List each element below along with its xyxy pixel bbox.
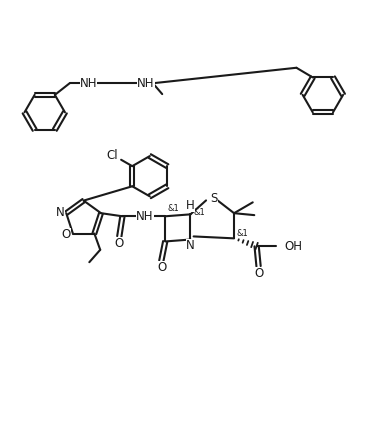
Text: S: S <box>210 192 217 204</box>
Text: NH: NH <box>136 210 154 223</box>
Text: &1: &1 <box>193 207 205 216</box>
Text: O: O <box>61 228 70 241</box>
Text: N: N <box>186 239 195 252</box>
Text: OH: OH <box>285 239 303 253</box>
Text: H: H <box>186 199 195 212</box>
Text: O: O <box>115 237 124 250</box>
Text: N: N <box>56 206 65 219</box>
Text: &1: &1 <box>168 204 180 213</box>
Text: O: O <box>255 267 264 280</box>
Text: NH: NH <box>137 77 154 90</box>
Text: NH: NH <box>80 77 97 90</box>
Text: Cl: Cl <box>107 149 118 161</box>
Text: O: O <box>158 261 167 274</box>
Text: &1: &1 <box>237 229 249 238</box>
